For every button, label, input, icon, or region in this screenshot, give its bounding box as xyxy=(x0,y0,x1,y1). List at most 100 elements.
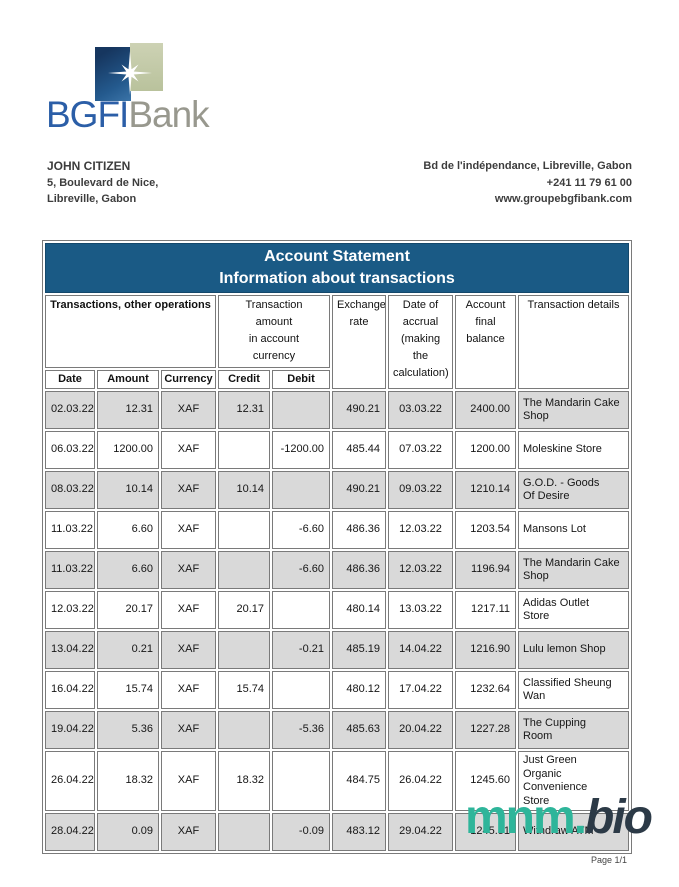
cell-currency: XAF xyxy=(161,671,216,709)
cell-currency: XAF xyxy=(161,591,216,629)
cell-accrual-date: 12.03.22 xyxy=(388,551,453,589)
cell-accrual-date: 17.04.22 xyxy=(388,671,453,709)
cell-details: Withdraw ATM xyxy=(518,813,629,851)
cell-balance: 1217.11 xyxy=(455,591,516,629)
cell-date: 11.03.22 xyxy=(45,551,95,589)
table-row: 06.03.22 1200.00 XAF -1200.00 485.44 07.… xyxy=(45,431,629,469)
cell-amount: 10.14 xyxy=(97,471,159,509)
table-title: Account Statement Information about tran… xyxy=(45,243,629,293)
cell-credit xyxy=(218,551,270,589)
header-amount-group: Transaction amount in account currency xyxy=(218,295,330,368)
cell-amount: 15.74 xyxy=(97,671,159,709)
cell-credit xyxy=(218,711,270,749)
cell-credit: 10.14 xyxy=(218,471,270,509)
cell-currency: XAF xyxy=(161,471,216,509)
cell-exchange-rate: 486.36 xyxy=(332,551,386,589)
cell-exchange-rate: 483.12 xyxy=(332,813,386,851)
cell-exchange-rate: 484.75 xyxy=(332,751,386,811)
table-row: 26.04.22 18.32 XAF 18.32 484.75 26.04.22… xyxy=(45,751,629,811)
cell-accrual-date: 07.03.22 xyxy=(388,431,453,469)
cell-details: Classified Sheung Wan xyxy=(518,671,629,709)
cell-balance: 2400.00 xyxy=(455,391,516,429)
cell-details: Just Green Organic Convenience Store xyxy=(518,751,629,811)
table-row: 02.03.22 12.31 XAF 12.31 490.21 03.03.22… xyxy=(45,391,629,429)
statement-subtitle: Information about transactions xyxy=(219,270,455,287)
cell-accrual-date: 12.03.22 xyxy=(388,511,453,549)
cell-amount: 1200.00 xyxy=(97,431,159,469)
header-transaction-details: Transaction details xyxy=(518,295,629,389)
customer-address-line2: Libreville, Gabon xyxy=(47,193,137,205)
cell-credit xyxy=(218,631,270,669)
cell-debit: -0.21 xyxy=(272,631,330,669)
header-credit: Credit xyxy=(218,370,270,389)
cell-currency: XAF xyxy=(161,511,216,549)
cell-accrual-date: 03.03.22 xyxy=(388,391,453,429)
cell-exchange-rate: 490.21 xyxy=(332,471,386,509)
cell-balance: 1245.60 xyxy=(455,751,516,811)
table-row: 19.04.22 5.36 XAF -5.36 485.63 20.04.22 … xyxy=(45,711,629,749)
statement-title: Account Statement xyxy=(264,248,410,265)
cell-details: Mansons Lot xyxy=(518,511,629,549)
header-accrual-date: Date of accrual (making the calculation) xyxy=(388,295,453,389)
cell-balance: 1200.00 xyxy=(455,431,516,469)
cell-exchange-rate: 485.63 xyxy=(332,711,386,749)
cell-accrual-date: 29.04.22 xyxy=(388,813,453,851)
cell-exchange-rate: 485.44 xyxy=(332,431,386,469)
transactions-table: Account Statement Information about tran… xyxy=(42,240,632,854)
cell-accrual-date: 26.04.22 xyxy=(388,751,453,811)
cell-balance: 1196.94 xyxy=(455,551,516,589)
cell-date: 08.03.22 xyxy=(45,471,95,509)
cell-currency: XAF xyxy=(161,711,216,749)
cell-amount: 6.60 xyxy=(97,551,159,589)
cell-amount: 12.31 xyxy=(97,391,159,429)
sub-header-row: Date Amount Currency Credit Debit xyxy=(45,370,629,389)
cell-amount: 20.17 xyxy=(97,591,159,629)
table-row: 11.03.22 6.60 XAF -6.60 486.36 12.03.22 … xyxy=(45,551,629,589)
cell-currency: XAF xyxy=(161,631,216,669)
cell-balance: 1210.14 xyxy=(455,471,516,509)
cell-currency: XAF xyxy=(161,813,216,851)
cell-date: 28.04.22 xyxy=(45,813,95,851)
table-row: 16.04.22 15.74 XAF 15.74 480.12 17.04.22… xyxy=(45,671,629,709)
table-row: 12.03.22 20.17 XAF 20.17 480.14 13.03.22… xyxy=(45,591,629,629)
group-header-row: Transactions, other operations Transacti… xyxy=(45,295,629,389)
header-amount: Amount xyxy=(97,370,159,389)
cell-amount: 18.32 xyxy=(97,751,159,811)
cell-accrual-date: 13.03.22 xyxy=(388,591,453,629)
cell-exchange-rate: 480.14 xyxy=(332,591,386,629)
cell-amount: 0.21 xyxy=(97,631,159,669)
cell-amount: 5.36 xyxy=(97,711,159,749)
header-date: Date xyxy=(45,370,95,389)
cell-debit: -6.60 xyxy=(272,551,330,589)
cell-exchange-rate: 480.12 xyxy=(332,671,386,709)
logo-wordmark: BGFIBank xyxy=(46,94,210,135)
cell-debit: -5.36 xyxy=(272,711,330,749)
cell-balance: 1216.90 xyxy=(455,631,516,669)
cell-date: 12.03.22 xyxy=(45,591,95,629)
cell-exchange-rate: 486.36 xyxy=(332,511,386,549)
cell-debit xyxy=(272,591,330,629)
page-number: Page 1/1 xyxy=(590,855,627,865)
logo-text-bank: Bank xyxy=(128,94,209,135)
cell-currency: XAF xyxy=(161,391,216,429)
cell-details: The Cupping Room xyxy=(518,711,629,749)
watermark-logo: mnm.bio xyxy=(465,791,653,844)
cell-date: 02.03.22 xyxy=(45,391,95,429)
cell-debit: -6.60 xyxy=(272,511,330,549)
cell-date: 11.03.22 xyxy=(45,511,95,549)
table-row: 11.03.22 6.60 XAF -6.60 486.36 12.03.22 … xyxy=(45,511,629,549)
watermark-mnm: mnm. xyxy=(465,791,587,844)
cell-balance: 1245.51 xyxy=(455,813,516,851)
cell-credit: 20.17 xyxy=(218,591,270,629)
cell-details: The Mandarin Cake Shop xyxy=(518,551,629,589)
cell-credit: 18.32 xyxy=(218,751,270,811)
cell-debit xyxy=(272,671,330,709)
cell-credit xyxy=(218,431,270,469)
cell-accrual-date: 09.03.22 xyxy=(388,471,453,509)
cell-amount: 6.60 xyxy=(97,511,159,549)
cell-details: The Mandarin Cake Shop xyxy=(518,391,629,429)
bank-website: www.groupebgfibank.com xyxy=(494,193,632,205)
cell-currency: XAF xyxy=(161,431,216,469)
cell-debit: -0.09 xyxy=(272,813,330,851)
